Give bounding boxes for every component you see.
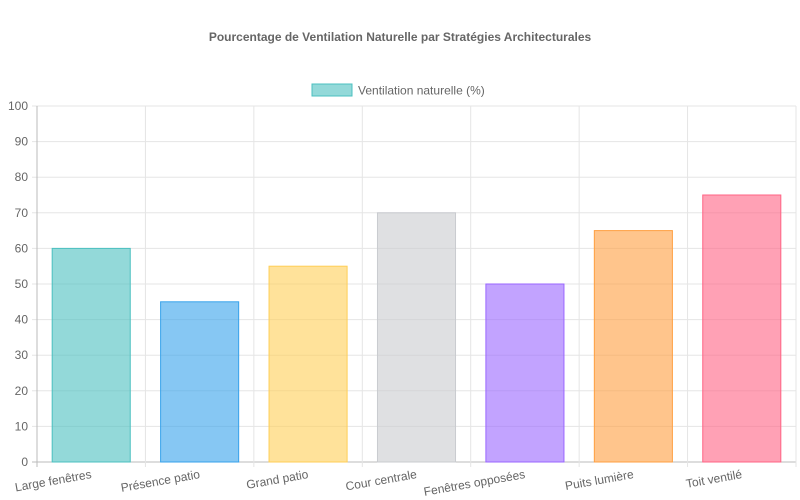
chart-title: Pourcentage de Ventilation Naturelle par… <box>209 30 592 44</box>
x-tick-label: Présence patio <box>120 467 202 495</box>
legend-swatch[interactable] <box>311 83 353 97</box>
x-tick-label: Toit ventilé <box>685 467 744 491</box>
y-tick-label: 30 <box>15 348 29 362</box>
x-tick-label: Grand patio <box>245 467 310 492</box>
y-tick-label: 70 <box>15 206 29 220</box>
y-tick-label: 100 <box>8 99 28 113</box>
y-tick-label: 90 <box>15 135 29 149</box>
bar[interactable] <box>160 301 240 463</box>
y-tick-label: 0 <box>21 455 28 469</box>
y-tick-label: 50 <box>15 277 29 291</box>
bar[interactable] <box>593 230 673 463</box>
y-tick-label: 60 <box>15 241 29 255</box>
x-tick-label: Fenêtres opposées <box>423 467 527 499</box>
bar[interactable] <box>376 212 457 463</box>
bar[interactable] <box>485 283 565 463</box>
bar[interactable] <box>268 265 348 463</box>
x-tick-label: Puits lumière <box>564 467 635 493</box>
y-tick-label: 20 <box>15 384 29 398</box>
legend-label[interactable]: Ventilation naturelle (%) <box>358 84 485 98</box>
bar[interactable] <box>702 194 782 463</box>
bar[interactable] <box>51 247 131 463</box>
x-tick-label: Large fenêtres <box>14 467 93 494</box>
y-tick-label: 80 <box>15 170 29 184</box>
x-tick-label: Cour centrale <box>344 467 418 493</box>
y-tick-label: 40 <box>15 313 29 327</box>
legend[interactable]: Ventilation naturelle (%) <box>311 83 485 98</box>
y-tick-label: 10 <box>15 419 29 433</box>
